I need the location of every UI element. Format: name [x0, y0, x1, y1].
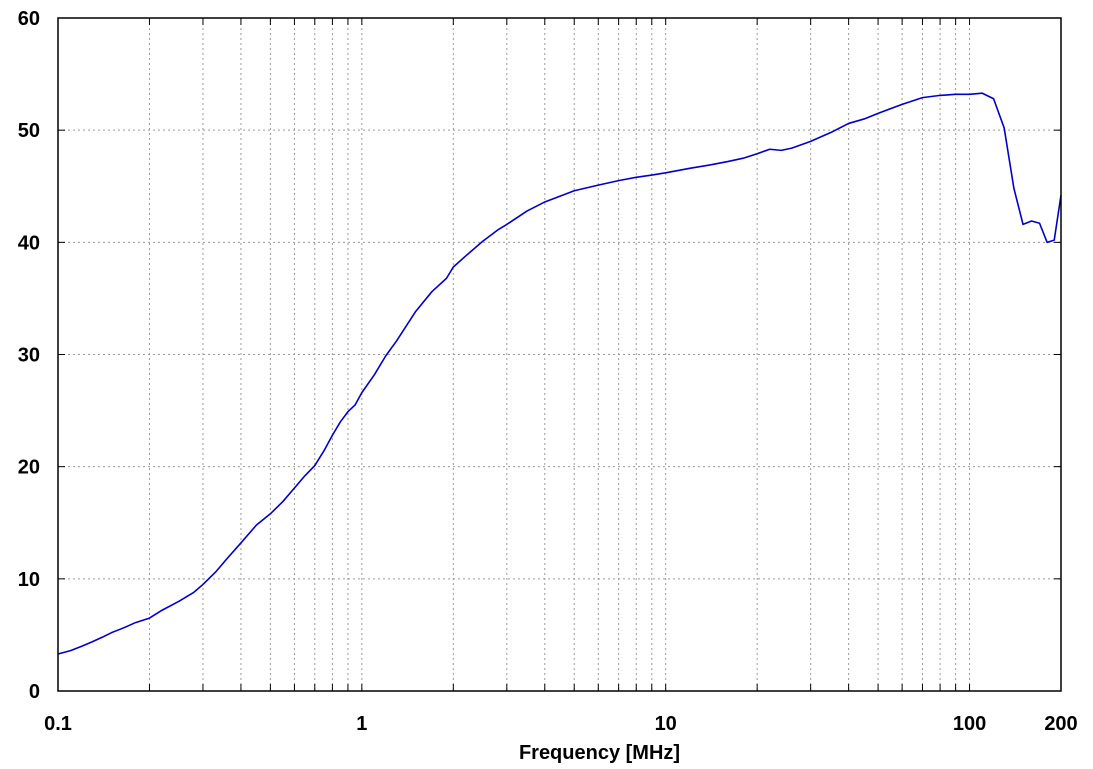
x-tick-label: 200 [1044, 713, 1077, 735]
x-tick-label: 100 [953, 713, 986, 735]
x-axis-title: Frequency [MHz] [519, 742, 680, 764]
y-tick-label: 60 [18, 8, 40, 30]
x-tick-label: 1 [356, 713, 367, 735]
series-line [57, 92, 1062, 655]
grid-lines [58, 18, 1061, 691]
y-tick-label: 20 [18, 457, 40, 479]
x-tick-labels: 0.1 1 10 100 200 [44, 713, 1078, 735]
y-tick-label: 40 [18, 232, 40, 254]
x-tick-label: 10 [655, 713, 677, 735]
tick-marks [58, 18, 1061, 691]
y-tick-label: 10 [18, 569, 40, 591]
y-tick-label: 0 [29, 681, 40, 703]
x-tick-label: 0.1 [44, 713, 72, 735]
y-tick-labels: 0 10 20 30 40 50 60 [18, 8, 40, 703]
y-tick-label: 30 [18, 345, 40, 367]
y-tick-label: 50 [18, 120, 40, 142]
